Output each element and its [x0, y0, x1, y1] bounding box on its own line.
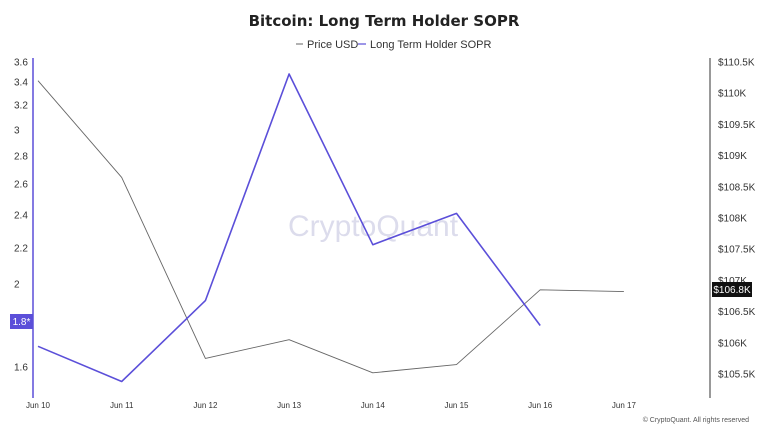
left-tick-label: 3	[14, 126, 20, 137]
right-current-badge: $106.8K	[712, 282, 752, 297]
left-tick-label: 2	[14, 280, 20, 291]
x-axis-ticks: Jun 10 Jun 11 Jun 12 Jun 13 Jun 14 Jun 15 Jun …	[26, 401, 636, 410]
legend: Price USD Long Term Holder SOPR	[296, 39, 492, 51]
right-tick-label: $110K	[718, 89, 747, 100]
x-tick-label: Jun 14	[361, 401, 386, 410]
left-tick-label: 2.4	[14, 211, 28, 222]
copyright-text: © CryptoQuant. All rights reserved	[643, 416, 749, 424]
series-layer	[37, 73, 624, 383]
x-tick-label: Jun 17	[612, 401, 637, 410]
x-tick-label: Jun 11	[110, 401, 134, 410]
watermark: CryptoQuant	[288, 210, 459, 243]
right-tick-label: $105.5K	[718, 370, 756, 381]
right-tick-label: $106.5K	[718, 307, 756, 318]
left-current-badge-bg	[10, 314, 33, 329]
price-usd-line	[37, 80, 624, 374]
right-tick-label: $108.5K	[718, 182, 756, 193]
left-tick-label: 2.6	[14, 180, 28, 191]
left-current-badge: 1.8*	[10, 314, 33, 329]
left-tick-label: 3.6	[14, 58, 28, 69]
right-tick-label: $108K	[718, 214, 747, 225]
left-current-badge-label: 1.8*	[13, 317, 31, 328]
right-axis-ticks: $105.5K $106K $106.5K $107K $107.5K $108K $108…	[718, 58, 756, 381]
right-tick-label: $107.5K	[718, 245, 756, 256]
right-tick-label: $109K	[718, 151, 747, 162]
left-tick-label: 3.2	[14, 101, 28, 112]
right-current-badge-label: $106.8K	[713, 285, 751, 296]
left-tick-label: 3.4	[14, 78, 28, 89]
chart-title: Bitcoin: Long Term Holder SOPR	[249, 12, 520, 30]
right-tick-label: $106K	[718, 338, 747, 349]
left-axis-ticks: 1.6 2 2.2 2.4 2.6 2.8 3 3.2 3.4 3.6	[14, 58, 28, 374]
x-tick-label: Jun 13	[277, 401, 302, 410]
right-tick-label: $110.5K	[718, 58, 755, 69]
x-tick-label: Jun 16	[528, 401, 553, 410]
left-tick-label: 1.6	[14, 363, 28, 374]
left-tick-label: 2.8	[14, 152, 28, 163]
legend-price-label: Price USD	[307, 39, 358, 51]
left-tick-label: 2.2	[14, 244, 28, 255]
legend-sopr-label: Long Term Holder SOPR	[370, 39, 492, 51]
x-tick-label: Jun 10	[26, 401, 51, 410]
right-current-badge-bg	[712, 282, 752, 297]
x-tick-label: Jun 12	[193, 401, 218, 410]
x-tick-label: Jun 15	[444, 401, 469, 410]
right-tick-label: $109.5K	[718, 120, 756, 131]
lth-sopr-line	[37, 73, 541, 383]
right-tick-label: $107K	[718, 276, 747, 287]
